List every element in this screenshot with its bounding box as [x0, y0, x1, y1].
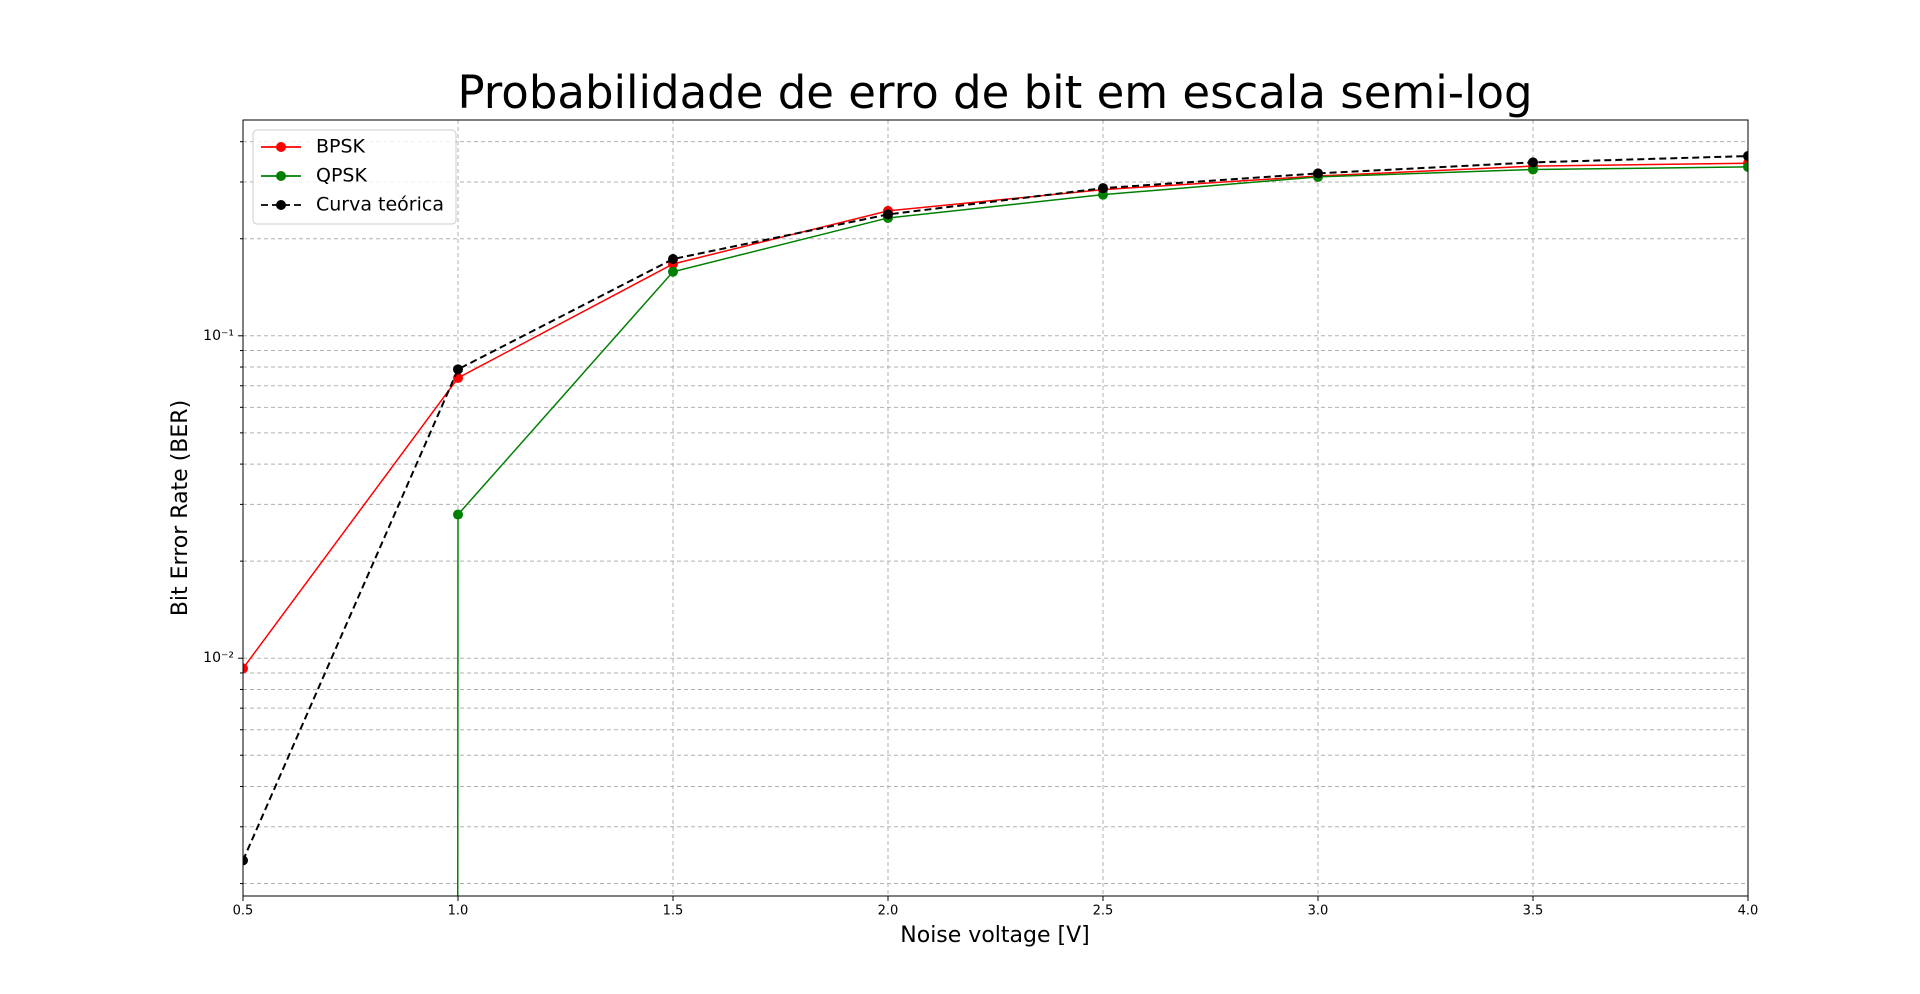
legend-marker	[276, 171, 286, 181]
data-point	[1743, 161, 1748, 172]
series-line	[243, 162, 1748, 669]
legend-box	[252, 129, 457, 225]
series-line	[456, 166, 1748, 896]
x-tick-label: 4.0	[1738, 904, 1759, 919]
series-line	[243, 155, 1748, 861]
plot-area	[243, 151, 1748, 896]
data-point	[1313, 168, 1323, 179]
x-axis-label: Noise voltage [V]	[900, 923, 1089, 948]
x-tick-label: 2.0	[878, 904, 899, 919]
legend-marker	[276, 200, 286, 210]
data-point	[1098, 183, 1108, 194]
data-point	[1528, 164, 1538, 175]
data-point	[883, 209, 893, 220]
data-point	[668, 266, 678, 277]
x-tick-label: 1.0	[448, 904, 469, 919]
chart-title: Probabilidade de erro de bit em escala s…	[457, 66, 1532, 119]
legend-label: Curva teórica	[316, 194, 444, 216]
y-axis-label: Bit Error Rate (BER)	[168, 400, 193, 616]
legend-marker	[276, 142, 286, 152]
x-tick-label: 0.5	[233, 904, 254, 919]
x-tick-label: 1.5	[663, 904, 684, 919]
x-tick-label: 3.0	[1308, 904, 1329, 919]
data-point	[1528, 157, 1538, 168]
data-point	[453, 509, 463, 520]
data-point	[453, 364, 463, 375]
x-tick-label: 2.5	[1093, 904, 1114, 919]
data-point	[243, 855, 248, 866]
data-point	[668, 254, 678, 265]
x-tick-label: 3.5	[1523, 904, 1544, 919]
data-point	[1743, 151, 1748, 162]
y-tick-label: 10⁻²	[203, 650, 234, 666]
legend-label: BPSK	[316, 136, 366, 158]
plot-frame	[242, 119, 1749, 897]
y-tick-label: 10⁻¹	[203, 328, 234, 344]
legend-label: QPSK	[316, 165, 367, 187]
data-point	[243, 663, 248, 674]
data-point	[453, 372, 463, 383]
